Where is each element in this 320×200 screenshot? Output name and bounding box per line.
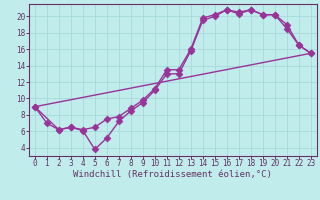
X-axis label: Windchill (Refroidissement éolien,°C): Windchill (Refroidissement éolien,°C) [73,170,272,179]
